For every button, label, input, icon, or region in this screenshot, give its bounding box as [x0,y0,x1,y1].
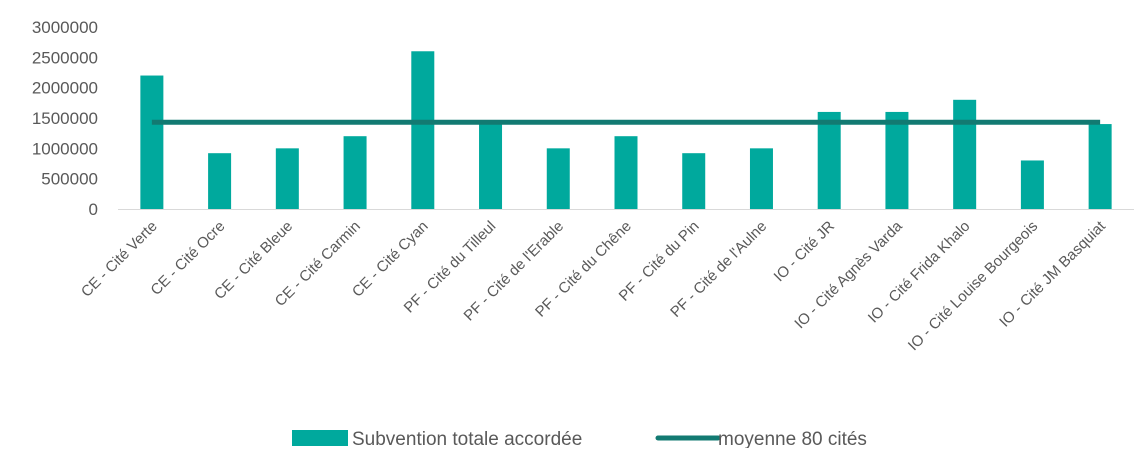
legend-label-bar: Subvention totale accordée [352,429,582,448]
bar [682,153,706,209]
x-tick-label: IO - Cité JR [771,218,839,286]
y-axis: 0 500000 1000000 1500000 2000000 2500000 30000… [32,18,98,219]
bar [208,153,232,209]
y-tick-label: 1000000 [32,139,98,158]
y-tick-label: 0 [89,200,98,219]
bar [479,121,503,209]
bar [614,136,638,209]
bar [275,148,299,209]
bar [140,75,164,210]
y-tick-label: 1500000 [32,109,98,128]
legend-swatch-bar [292,430,348,446]
y-tick-label: 2500000 [32,48,98,67]
y-tick-label: 3000000 [32,18,98,37]
bar [749,148,773,209]
legend: Subvention totale accordée moyenne 80 ci… [292,429,867,450]
y-tick-label: 2000000 [32,79,98,98]
bar [885,111,909,209]
bar-series [140,51,1112,210]
bar [817,111,841,209]
bar [953,99,977,209]
legend-label-line: moyenne 80 cités [718,429,867,448]
x-tick-label: IO - Cité Louise Bourgeois [905,218,1041,354]
bar [1020,160,1044,209]
bar [546,148,570,209]
bar [411,51,435,210]
bar [1088,124,1112,209]
bar [343,136,367,209]
y-tick-label: 500000 [41,170,98,189]
